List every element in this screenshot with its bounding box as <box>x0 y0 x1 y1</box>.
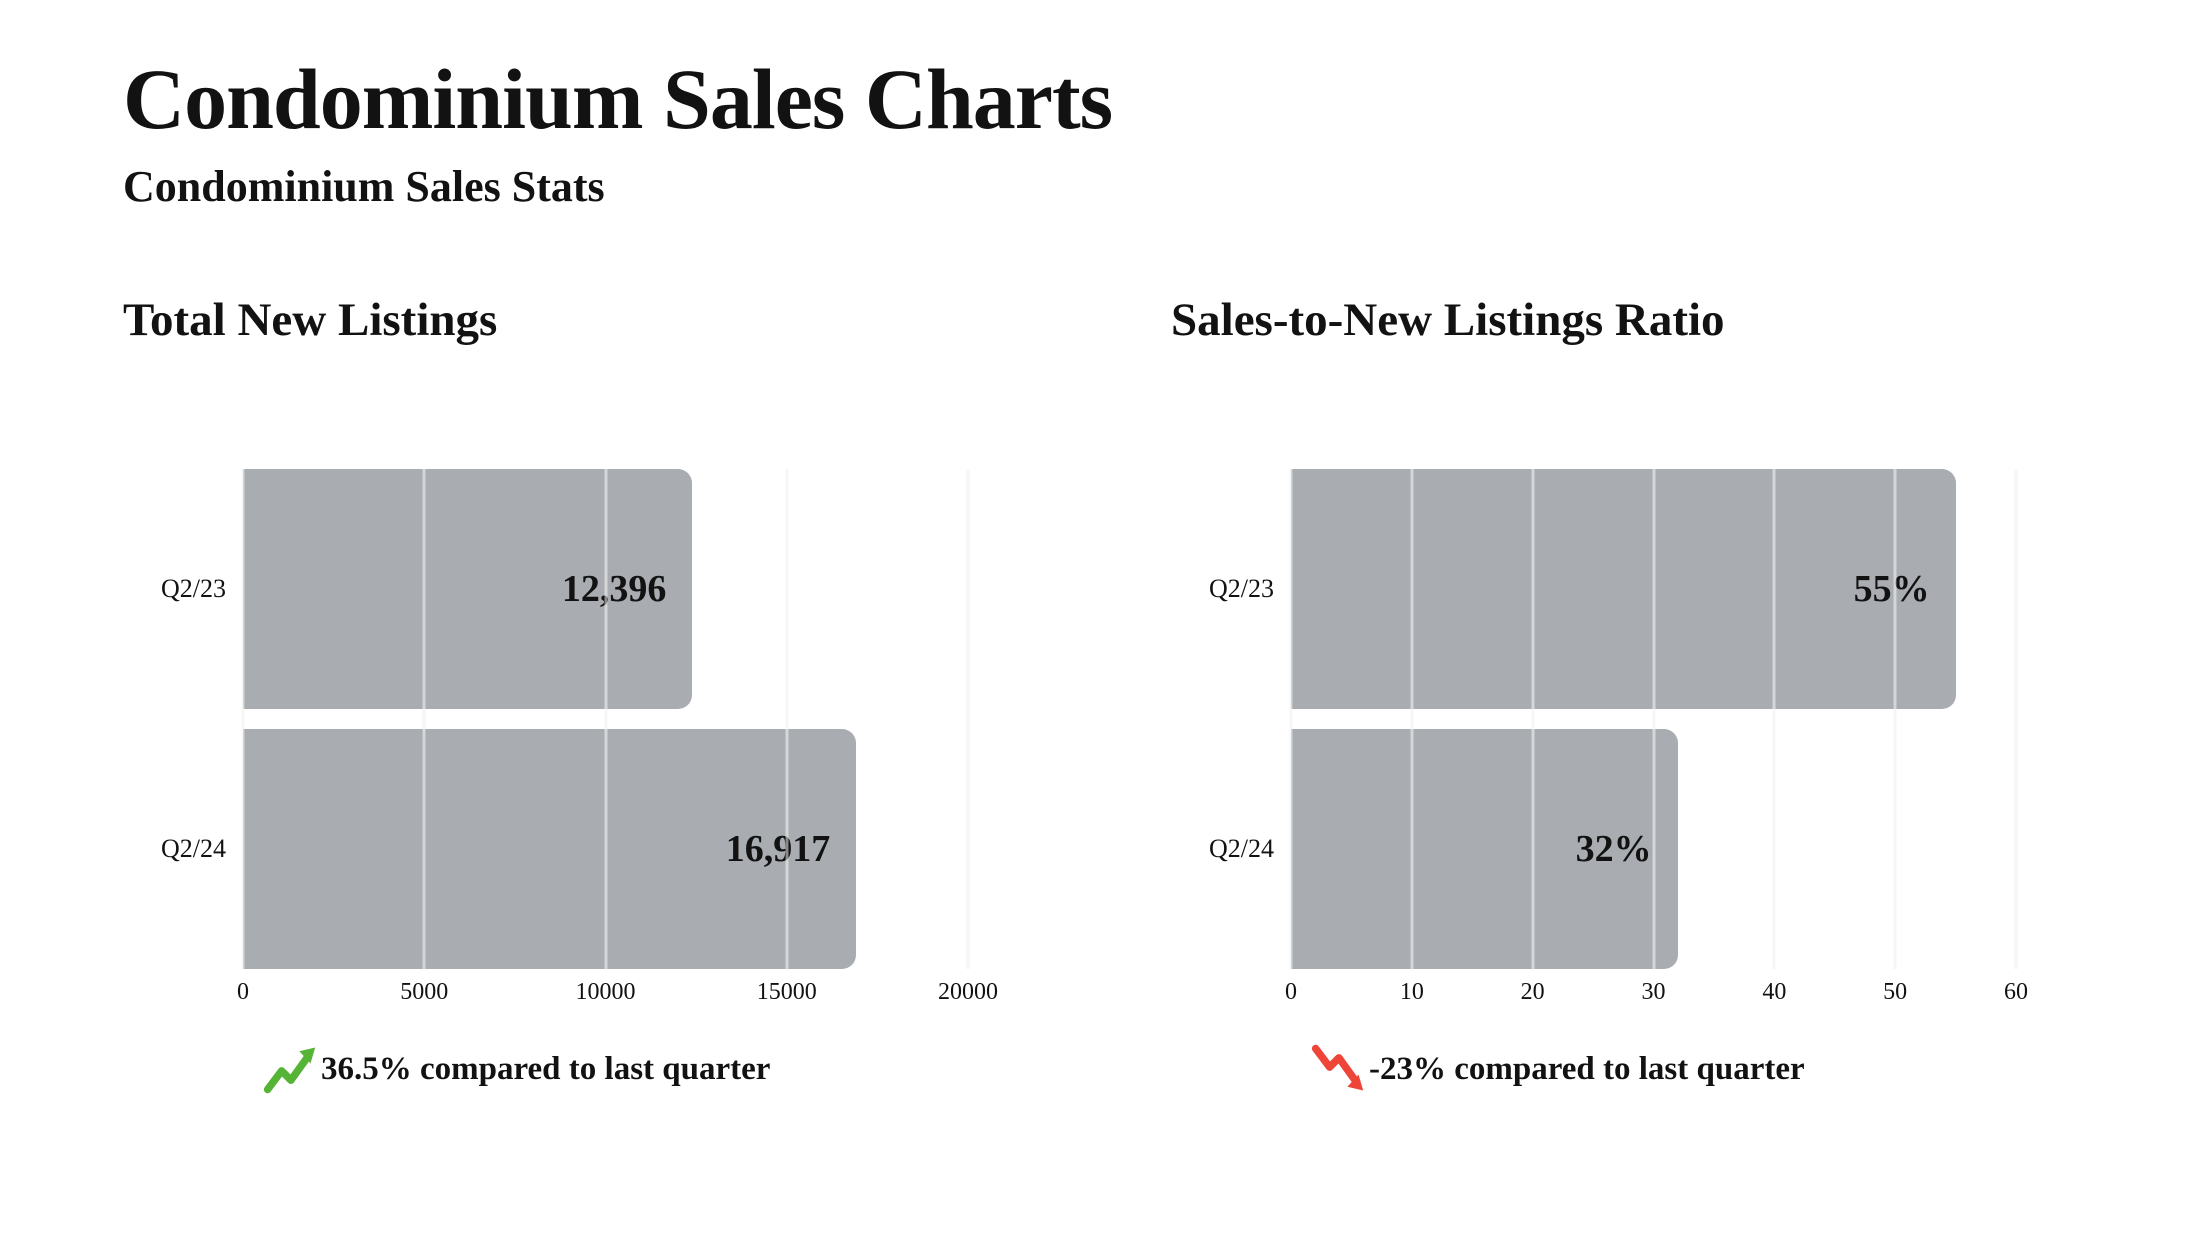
axis-tick-label: 0 <box>1285 979 1297 1006</box>
page-title: Condominium Sales Charts <box>123 51 1113 147</box>
axis-tick-label: 10000 <box>575 979 636 1006</box>
report-header: Condominium Sales Charts Condominium Sal… <box>123 51 1113 211</box>
x-axis: 0 5000 10000 15000 20000 <box>237 979 998 1013</box>
category-label: Q2/24 <box>161 834 226 864</box>
bar-row: 12,396 <box>243 469 968 710</box>
category-label: Q2/23 <box>1209 574 1274 604</box>
plot-outer: Q2/23 Q2/24 12,396 16,917 <box>123 469 970 970</box>
bar-value-label: 55% <box>1853 568 1930 611</box>
axis-row: 0 5000 10000 15000 20000 <box>123 979 998 1013</box>
bar-value-label: 16,917 <box>725 828 831 871</box>
trend-down-icon <box>1309 1041 1367 1097</box>
bar-row: 16,917 <box>243 729 968 970</box>
trend-annotation: 36.5% compared to last quarter <box>261 1041 968 1097</box>
axis-tick-label: 0 <box>237 979 249 1006</box>
bar-row: 32% <box>1291 729 2016 970</box>
chart-total-new-listings: Total New Listings Q2/23 Q2/24 12,396 16,9… <box>123 293 998 1097</box>
plot-area: 55% 32% <box>1289 469 2018 970</box>
axis-spacer <box>1171 979 1291 1013</box>
plot-outer: Q2/23 Q2/24 55% 32% <box>1171 469 2018 970</box>
axis-tick-label: 20 <box>1520 979 1545 1006</box>
axis-tick-label: 60 <box>2004 979 2028 1006</box>
bar-value-label: 32% <box>1575 828 1652 871</box>
category-labels: Q2/23 Q2/24 <box>1171 469 1291 969</box>
chart-sales-to-new-listings-ratio: Sales-to-New Listings Ratio Q2/23 Q2/24 5… <box>1171 293 2028 1097</box>
axis-spacer <box>123 979 243 1013</box>
trend-up-icon <box>261 1041 319 1097</box>
axis-tick-label: 10 <box>1399 979 1424 1006</box>
axis-tick-label: 15000 <box>756 979 817 1006</box>
chart-title: Sales-to-New Listings Ratio <box>1171 294 1725 346</box>
x-axis: 0 10 20 30 40 50 60 <box>1285 979 2028 1013</box>
bar-q2-23: 12,396 <box>243 469 693 710</box>
page-subtitle: Condominium Sales Stats <box>123 161 605 211</box>
trend-label: -23% compared to last quarter <box>1369 1050 1805 1087</box>
bar-q2-24: 32% <box>1291 729 1678 970</box>
bar-row: 55% <box>1291 469 2016 710</box>
chart-title: Total New Listings <box>123 294 498 346</box>
axis-tick-label: 30 <box>1641 979 1666 1006</box>
trend-annotation: -23% compared to last quarter <box>1309 1041 2016 1097</box>
bar-value-label: 12,396 <box>561 568 667 611</box>
axis-tick-label: 40 <box>1762 979 1787 1006</box>
bar-q2-24: 16,917 <box>243 729 857 970</box>
category-label: Q2/23 <box>161 574 226 604</box>
axis-tick-label: 20000 <box>938 979 998 1006</box>
axis-tick-label: 50 <box>1883 979 1908 1006</box>
trend-label: 36.5% compared to last quarter <box>321 1050 771 1087</box>
category-labels: Q2/23 Q2/24 <box>123 469 243 969</box>
axis-row: 0 10 20 30 40 50 60 <box>1171 979 2028 1013</box>
category-label: Q2/24 <box>1209 834 1274 864</box>
plot-area: 12,396 16,917 <box>241 469 970 970</box>
axis-tick-label: 5000 <box>400 979 449 1006</box>
bar-q2-23: 55% <box>1291 469 1956 710</box>
